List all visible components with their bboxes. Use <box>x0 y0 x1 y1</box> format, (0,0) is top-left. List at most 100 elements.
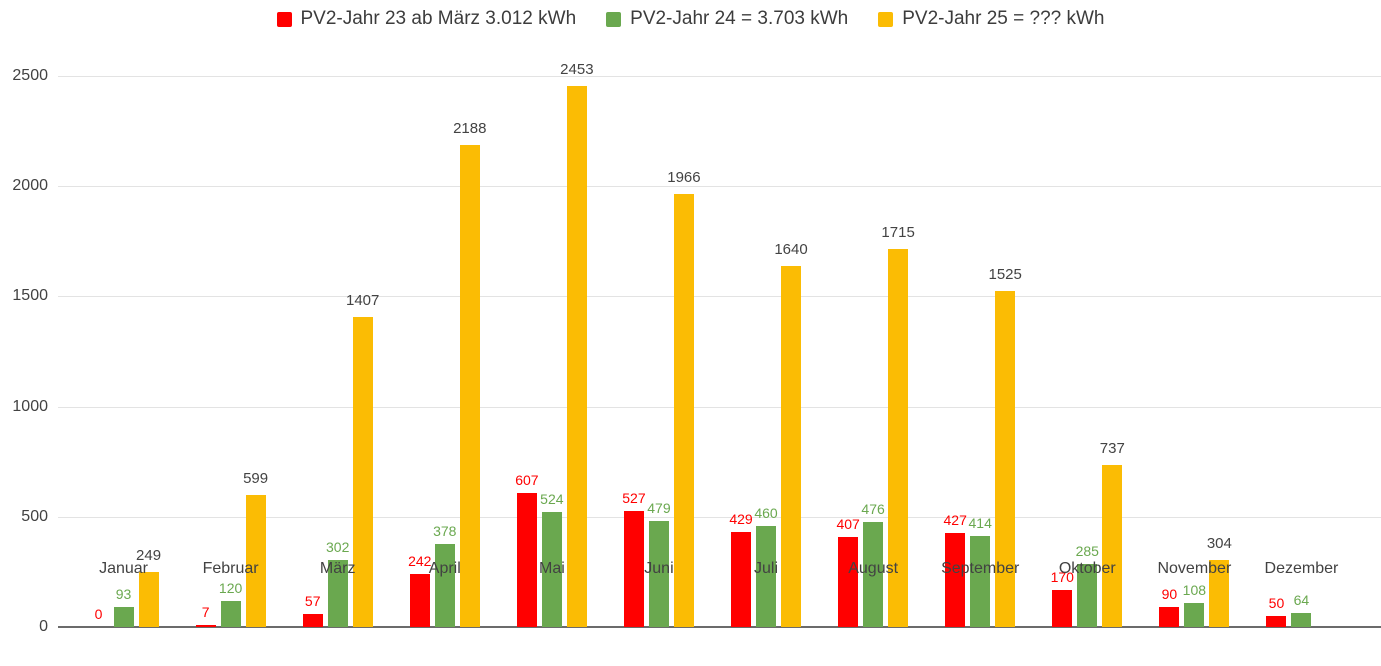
month-group-april: 242 378 2188 <box>391 76 498 627</box>
bar-series2-oktober <box>1077 564 1098 627</box>
bar-value-label: 57 <box>304 593 321 610</box>
bar-series3-januar <box>138 572 159 627</box>
bar-value-label: 607 <box>515 472 539 489</box>
bar-series1-februar <box>195 625 216 627</box>
bar-series3-juni <box>673 193 694 627</box>
bar-series3-märz <box>352 316 373 627</box>
bar-value-label: 407 <box>836 516 860 533</box>
legend-item-jahr23: PV2-Jahr 23 ab März 3.012 kWh <box>276 8 577 30</box>
x-axis-label-september: September <box>941 560 1020 577</box>
bar-value-label: 50 <box>1268 594 1285 611</box>
bar-series2-november <box>1184 603 1205 627</box>
bar-series2-februar <box>220 600 241 627</box>
gridline <box>58 296 1381 298</box>
bar-series2-januar <box>113 606 134 627</box>
bar-value-label: 249 <box>136 547 162 565</box>
x-axis-label-februar: Februar <box>202 560 259 577</box>
bar-series1-märz <box>302 614 323 627</box>
month-group-märz: 57 302 1407 <box>284 76 391 627</box>
bar-value-label: 414 <box>968 514 992 531</box>
bar-series3-september <box>995 290 1016 627</box>
x-axis-label-dezember: Dezember <box>1264 560 1339 577</box>
x-axis-label-mai: Mai <box>538 560 565 577</box>
bar-series3-mai <box>566 86 587 627</box>
bar-series1-august <box>838 537 859 627</box>
bar-value-label: 242 <box>408 552 432 569</box>
bar-value-label: 7 <box>201 604 210 621</box>
bar-value-label: 1525 <box>988 265 1022 283</box>
bar-value-label: 378 <box>433 522 457 539</box>
bar-series3-februar <box>245 494 266 627</box>
x-axis-label-august: August <box>848 560 899 577</box>
bar-value-label: 460 <box>754 504 778 521</box>
chart-legend: PV2-Jahr 23 ab März 3.012 kWh PV2-Jahr 2… <box>0 8 1381 30</box>
bar-value-label: 524 <box>540 490 564 507</box>
bar-series1-juli <box>731 532 752 627</box>
bar-value-label: 64 <box>1293 591 1310 608</box>
bar-series2-mai <box>541 511 562 627</box>
bar-value-label: 170 <box>1050 568 1074 585</box>
legend-swatch-yellow-icon <box>878 11 894 27</box>
bar-value-label: 120 <box>218 579 243 596</box>
legend-label-jahr23: PV2-Jahr 23 ab März 3.012 kWh <box>300 8 577 29</box>
y-axis-tick-label: 500 <box>21 507 48 525</box>
x-axis-label-januar: Januar <box>99 560 148 577</box>
month-group-august: 407 476 1715 <box>820 76 927 627</box>
bar-value-label: 1966 <box>667 168 701 186</box>
month-group-mai: 607 524 2453 <box>498 62 605 627</box>
y-axis-tick-label: 1000 <box>12 397 48 415</box>
x-axis-label-oktober: Oktober <box>1058 560 1116 577</box>
bar-value-label: 304 <box>1206 535 1232 552</box>
bar-value-label: 90 <box>1161 586 1178 603</box>
bar-value-label: 527 <box>622 489 646 506</box>
bar-value-label: 1715 <box>881 224 915 242</box>
bar-series2-september <box>970 535 991 627</box>
legend-item-jahr25: PV2-Jahr 25 = ??? kWh <box>878 8 1104 30</box>
x-axis-label-märz: März <box>319 560 356 577</box>
bar-series2-april <box>434 543 455 627</box>
bar-series3-august <box>888 249 909 627</box>
bar-series2-juni <box>648 521 669 627</box>
bar-value-label: 476 <box>861 501 885 518</box>
month-group-juli: 429 460 1640 <box>713 76 820 627</box>
bar-series2-märz <box>327 560 348 627</box>
x-axis-label-juli: Juli <box>754 560 779 577</box>
bar-value-label: 108 <box>1182 582 1207 599</box>
bar-value-label: 1640 <box>774 240 808 258</box>
bar-value-label: 737 <box>1099 439 1125 457</box>
bar-series1-mai <box>516 493 537 627</box>
x-axis-label-november: November <box>1157 560 1232 577</box>
month-group-november: 90 108 304 <box>1141 76 1248 627</box>
month-group-februar: 7 120 599 <box>177 76 284 627</box>
bar-value-label: 429 <box>729 511 753 528</box>
bar-value-label: 302 <box>326 539 350 556</box>
bar-series1-april <box>409 573 430 627</box>
x-axis-baseline <box>58 626 1381 628</box>
bar-value-label: 1407 <box>346 291 380 309</box>
bar-series2-dezember <box>1291 612 1312 627</box>
gridline <box>58 406 1381 408</box>
bar-series2-august <box>863 522 884 627</box>
month-group-oktober: 170 285 737 <box>1034 76 1141 627</box>
gridline <box>58 516 1381 518</box>
bar-series3-november <box>1209 560 1230 627</box>
bar-value-label: 2453 <box>560 61 594 79</box>
month-group-september: 427 414 1525 <box>927 76 1034 627</box>
bar-value-label: 2188 <box>453 119 487 137</box>
bar-value-label: 479 <box>647 500 671 517</box>
month-group-dezember: 50 64 <box>1248 76 1355 627</box>
bar-series3-april <box>459 144 480 627</box>
y-axis-tick-label: 0 <box>39 618 48 635</box>
bar-value-label: 93 <box>115 585 132 602</box>
legend-swatch-red-icon <box>276 11 292 27</box>
x-axis-label-juni: Juni <box>644 560 674 577</box>
bar-value-label: 599 <box>243 469 269 487</box>
y-axis-tick-label: 2500 <box>12 67 48 84</box>
legend-swatch-green-icon <box>606 11 622 27</box>
gridline <box>58 76 1381 77</box>
bar-series1-dezember <box>1266 615 1287 627</box>
x-axis-label-april: April <box>428 560 461 577</box>
legend-item-jahr24: PV2-Jahr 24 = 3.703 kWh <box>606 8 848 30</box>
plot-area: 0 93 249 7 120 599 57 302 1407 242 378 2188 607 524 24… <box>70 62 1355 627</box>
